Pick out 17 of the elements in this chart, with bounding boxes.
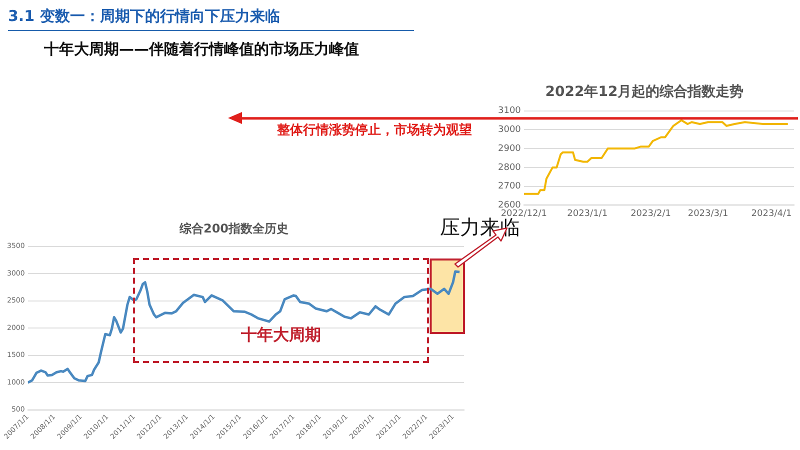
x-tick-label: 2023/3/1 xyxy=(688,208,728,219)
text: 3.1 变数一：周期下的行情向下压力来临 xyxy=(8,7,414,31)
y-tick-label: 3000 xyxy=(498,125,522,136)
ref-line-label: 整体行情涨势停止，市场转为观望 xyxy=(276,122,472,138)
x-tick-label: 2022/12/1 xyxy=(500,208,547,219)
x-tick-label: 2023/2/1 xyxy=(630,208,671,219)
text: 十年大周期——伴随着行情峰值的市场压力峰值 xyxy=(44,40,359,59)
x-tick-label: 2023/1/1 xyxy=(567,208,608,219)
x-tick-label: 2023/4/1 xyxy=(751,208,792,219)
y-tick-label: 2600 xyxy=(498,200,522,211)
chart-title: 2022年12月起的综合指数走势 xyxy=(545,83,744,100)
y-tick-label: 2800 xyxy=(498,162,522,173)
y-tick-label: 2900 xyxy=(498,144,522,154)
annotation: 十年大周期 xyxy=(240,325,322,346)
chart-title: 综合200指数全历史 xyxy=(178,221,289,236)
y-tick-label: 2700 xyxy=(498,182,522,192)
y-tick-label: 3100 xyxy=(498,106,522,116)
